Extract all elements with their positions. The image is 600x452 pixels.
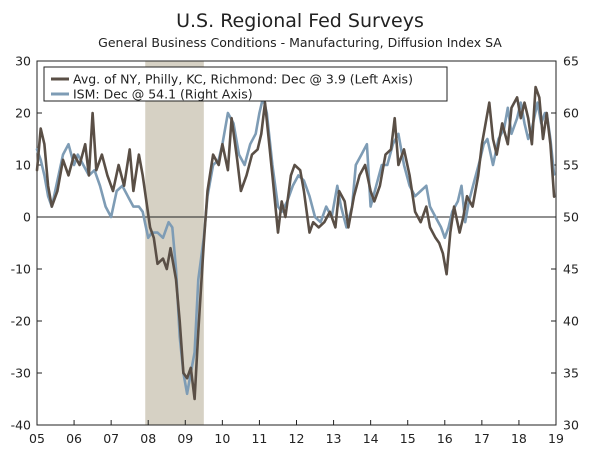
left-tick-label: -40 [11,418,31,433]
legend-box [43,66,448,102]
x-tick-label: 11 [251,431,267,446]
x-tick-label: 05 [29,431,45,446]
left-tick-label: 10 [15,158,31,173]
x-tick-label: 06 [66,431,82,446]
plot-frame [36,60,557,426]
series-line-regional-avg [35,85,556,401]
x-tick-label: 12 [289,431,305,446]
left-tick-label: -10 [11,262,31,277]
x-tick-label: 18 [511,431,527,446]
left-tick-label: -20 [11,314,31,329]
chart-title: U.S. Regional Fed Surveys [176,10,424,32]
x-tick-label: 19 [548,431,564,446]
series-line-ism [35,96,556,396]
right-tick-label: 30 [563,418,579,433]
x-tick-label: 10 [214,431,230,446]
x-tick-label: 16 [437,431,453,446]
right-tick-label: 60 [563,106,579,121]
left-tick-label: 30 [15,54,31,69]
chart-subtitle: General Business Conditions - Manufactur… [98,35,502,50]
x-tick-label: 15 [400,431,416,446]
right-tick-label: 50 [563,210,579,225]
right-tick-label: 55 [563,158,579,173]
right-tick-label: 45 [563,262,579,277]
x-tick-label: 17 [474,431,490,446]
left-tick-label: 0 [23,210,31,225]
x-tick-label: 14 [363,431,379,446]
legend-label: Avg. of NY, Philly, KC, Richmond: Dec @ … [73,72,413,87]
x-tick-label: 09 [177,431,193,446]
x-tick-label: 07 [103,431,119,446]
right-tick-label: 35 [563,366,579,381]
right-tick-label: 40 [563,314,579,329]
legend-label: ISM: Dec @ 54.1 (Right Axis) [73,87,253,102]
left-tick-label: -30 [11,366,31,381]
left-tick-label: 20 [15,106,31,121]
x-tick-label: 13 [326,431,342,446]
right-tick-label: 65 [563,54,579,69]
x-tick-label: 08 [140,431,156,446]
